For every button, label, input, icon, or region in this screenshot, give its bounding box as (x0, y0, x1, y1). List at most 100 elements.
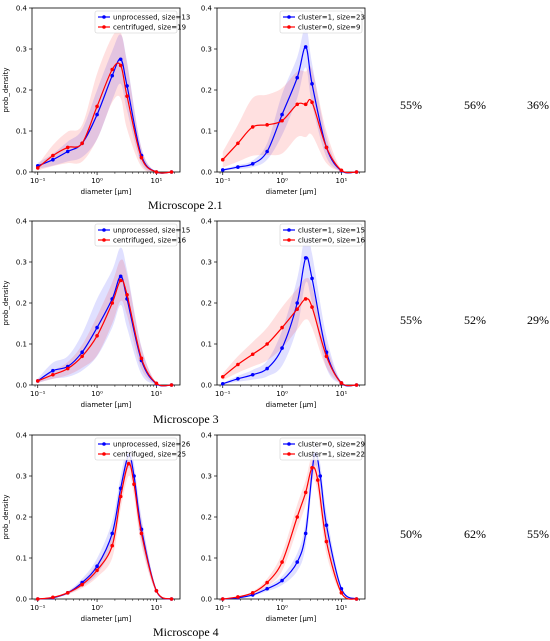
data-point-red (250, 352, 255, 357)
plot-0: 0.0 0.1 0.2 0.3 0.4 10⁻¹ 10⁰ 10¹ diameter [μm] pr… (2, 5, 190, 197)
band-red (37, 451, 172, 599)
legend-box (279, 437, 363, 461)
legend-marker-red (287, 25, 291, 29)
data-point-red (154, 381, 159, 386)
data-point-red (65, 366, 70, 371)
y-tick-label: 0.2 (16, 300, 27, 308)
legend-box (94, 437, 178, 461)
data-point-blue (51, 368, 55, 373)
data-point-red (80, 582, 84, 587)
x-tick-label: 10¹ (151, 390, 163, 398)
data-point-blue (310, 82, 314, 86)
data-point-red (139, 531, 144, 536)
data-point-red (220, 157, 225, 162)
x-tick-label: 10¹ (336, 390, 348, 398)
x-tick-label: 10⁰ (91, 390, 103, 398)
x-tick-label: 10¹ (151, 604, 163, 612)
data-point-red (118, 494, 123, 499)
legend-label-blue: cluster=1, size=15 (298, 227, 365, 235)
band-red (37, 30, 172, 174)
data-point-blue (95, 325, 99, 330)
legend-label-red: centrifuged, size=25 (113, 451, 186, 459)
pct-r1-c1: 52% (464, 313, 486, 327)
legend-box (94, 223, 178, 247)
data-point-red (324, 539, 329, 544)
data-point-red (265, 123, 269, 127)
data-point-blue (265, 586, 269, 591)
x-tick-label: 10⁰ (276, 604, 288, 612)
legend-marker-blue (102, 15, 106, 19)
data-point-red (125, 293, 129, 297)
x-tick-label: 10⁻¹ (215, 177, 231, 185)
data-point-red (110, 67, 115, 72)
y-tick-label: 0.3 (201, 473, 212, 481)
y-axis-label: prob_density (2, 494, 10, 539)
y-tick-label: 0.4 (201, 218, 213, 226)
data-point-red (95, 104, 99, 109)
data-point-red (118, 278, 123, 283)
plot-4: 0.0 0.1 0.2 0.3 0.4 10⁻¹ 10⁰ 10¹ diameter [μm] pr… (2, 432, 191, 624)
legend-box (279, 10, 363, 34)
x-tick-label: 10⁻¹ (215, 390, 231, 398)
data-point-red (236, 141, 240, 146)
legend-marker-blue (287, 442, 291, 446)
data-point-blue (310, 276, 314, 281)
data-point-red (236, 362, 240, 367)
plot-5: 0.0 0.1 0.2 0.3 0.4 10⁻¹ 10⁰ 10¹ diameter [μm] cl… (201, 432, 366, 623)
y-tick-label: 0.2 (201, 300, 212, 308)
data-point-red (310, 100, 314, 105)
data-point-blue (280, 346, 284, 350)
data-point-blue (118, 57, 123, 62)
y-tick-label: 0.0 (201, 169, 212, 177)
x-axis-label: diameter [μm] (81, 615, 132, 623)
legend-label-red: cluster=0, size=9 (298, 24, 360, 32)
legend-label-blue: unprocessed, size=13 (113, 14, 190, 22)
data-point-red (280, 118, 284, 123)
data-point-blue (280, 578, 284, 583)
x-axis-label: diameter [μm] (266, 615, 317, 623)
x-axis-label: diameter [μm] (266, 188, 317, 196)
plot-3: 0.0 0.1 0.2 0.3 0.4 10⁻¹ 10⁰ 10¹ diameter [μm] cl… (201, 218, 366, 410)
y-tick-label: 0.1 (16, 128, 27, 136)
x-tick-label: 10⁰ (91, 604, 103, 612)
legend-label-blue: unprocessed, size=15 (113, 227, 190, 235)
y-tick-label: 0.4 (201, 5, 213, 13)
band-blue (37, 34, 172, 174)
data-point-red (65, 145, 70, 150)
y-tick-label: 0.3 (201, 46, 212, 54)
data-point-red (35, 166, 40, 170)
data-point-blue (303, 45, 308, 49)
data-point-blue (280, 112, 284, 117)
y-tick-label: 0.1 (16, 555, 27, 563)
band-blue (222, 440, 357, 599)
pct-r2-c2: 55% (527, 527, 549, 541)
legend-marker-blue (287, 15, 291, 19)
y-tick-label: 0.0 (16, 382, 27, 390)
data-point-blue (318, 474, 323, 478)
data-point-red (280, 325, 284, 330)
data-point-red (126, 461, 131, 466)
data-point-red (354, 170, 359, 174)
x-tick-label: 10⁰ (276, 390, 288, 398)
data-point-blue (236, 377, 240, 381)
y-axis-label: prob_density (2, 280, 10, 325)
y-tick-label: 0.1 (16, 341, 27, 349)
plot-1: 0.0 0.1 0.2 0.3 0.4 10⁻¹ 10⁰ 10¹ diameter [μm] cl… (201, 5, 366, 196)
data-point-red (236, 595, 240, 599)
caption-microscope-2-1: Microscope 2.1 (148, 198, 223, 212)
data-point-blue (65, 149, 70, 154)
legend-label-blue: cluster=0, size=29 (298, 441, 365, 449)
data-point-blue (295, 301, 300, 305)
data-point-red (339, 168, 344, 173)
x-tick-label: 10⁻¹ (30, 177, 46, 185)
data-point-red (132, 482, 136, 486)
data-point-red (154, 170, 159, 174)
pct-r2-c1: 62% (464, 527, 486, 541)
legend-label-red: centrifuged, size=16 (113, 237, 187, 245)
y-tick-label: 0.3 (16, 46, 27, 54)
data-point-red (295, 307, 300, 311)
data-point-red (51, 595, 55, 600)
data-point-red (339, 381, 344, 385)
legend-marker-blue (102, 442, 106, 446)
x-tick-label: 10¹ (151, 177, 163, 185)
